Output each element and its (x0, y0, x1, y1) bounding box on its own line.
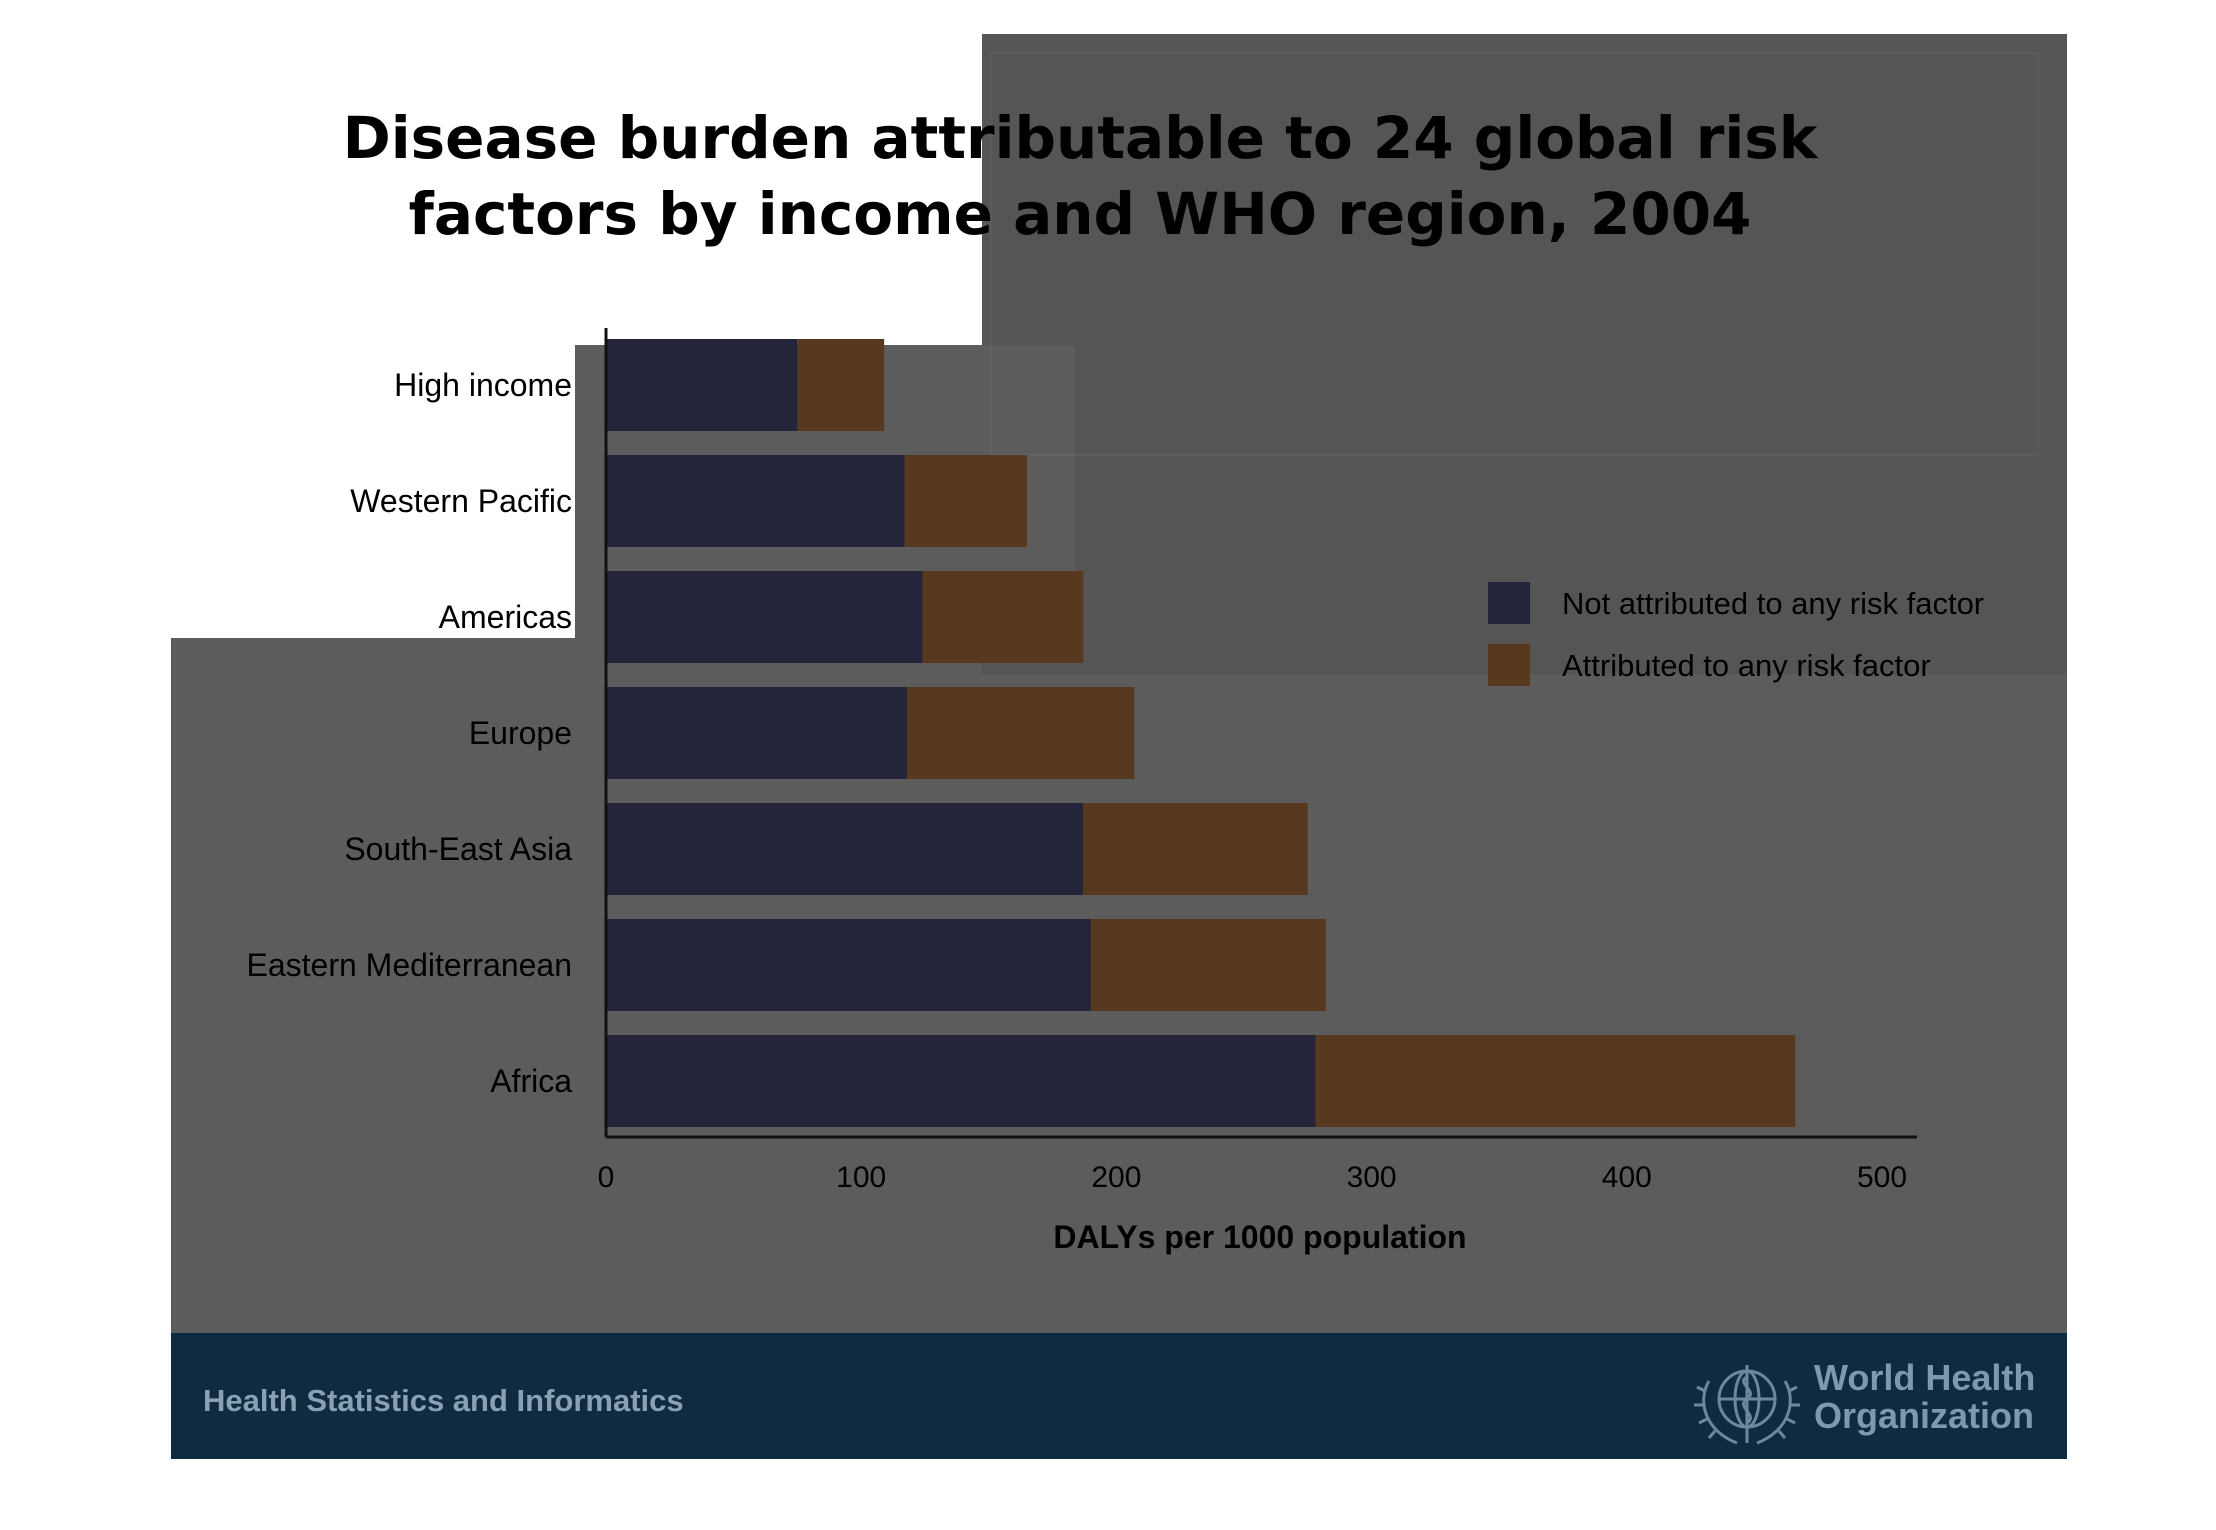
category-labels-group: High income Western Pacific Americas Europe… (246, 367, 572, 1099)
bar-attributed-eastern-mediterranean (1090, 919, 1326, 1011)
category-label: Europe (469, 715, 572, 751)
title-line-2: factors by income and WHO region, 2004 (408, 180, 1752, 248)
bar-attributed-high-income (797, 339, 885, 431)
bar-not-attributed-south-east-asia (606, 803, 1084, 895)
x-tick-label: 400 (1602, 1161, 1652, 1194)
bar-attributed-europe (907, 687, 1135, 779)
bar-attributed-americas (922, 571, 1084, 663)
legend-label-not-attributed: Not attributed to any risk factor (1562, 586, 1984, 621)
bar-not-attributed-africa (606, 1035, 1316, 1127)
x-tick-label: 500 (1857, 1161, 1907, 1194)
stacked-bar-chart: High income Western Pacific Americas Europe… (246, 328, 1984, 1255)
bar-not-attributed-high-income (606, 339, 798, 431)
category-label: Eastern Mediterranean (246, 947, 572, 983)
slide-title: Disease burden attributable to 24 global… (300, 100, 1860, 252)
bar-not-attributed-americas (606, 571, 923, 663)
organization-name-line-1: World Health (1814, 1357, 2036, 1398)
organization-name: World Health Organization (1814, 1359, 2035, 1435)
bar-attributed-south-east-asia (1083, 803, 1308, 895)
bars-group (606, 339, 1796, 1127)
slide-background-upper (982, 34, 2067, 674)
bar-not-attributed-eastern-mediterranean (606, 919, 1091, 1011)
x-tick-label: 300 (1347, 1161, 1397, 1194)
footer-bar: Health Statistics and Informatics World … (171, 1333, 2067, 1459)
category-label: South-East Asia (344, 831, 572, 867)
x-tick-label: 0 (598, 1161, 615, 1194)
legend: Not attributed to any risk factor Attrib… (1488, 582, 1984, 686)
bar-not-attributed-western-pacific (606, 455, 905, 547)
bar-not-attributed-europe (606, 687, 908, 779)
x-tick-label: 200 (1091, 1161, 1141, 1194)
x-axis-title: DALYs per 1000 population (1053, 1219, 1466, 1255)
axes-group: 0 100 200 300 400 500 (598, 328, 1917, 1194)
x-tick-label: 100 (836, 1161, 886, 1194)
legend-swatch-not-attributed (1488, 582, 1530, 624)
category-label: Americas (439, 599, 572, 635)
who-emblem-icon (1694, 1365, 1800, 1445)
organization-name-line-2: Organization (1814, 1395, 2035, 1436)
category-label: High income (394, 367, 572, 403)
legend-label-attributed: Attributed to any risk factor (1562, 648, 1931, 683)
legend-swatch-attributed (1488, 644, 1530, 686)
bar-attributed-africa (1315, 1035, 1796, 1127)
category-label: Africa (490, 1063, 572, 1099)
bar-attributed-western-pacific (904, 455, 1028, 547)
title-line-1: Disease burden attributable to 24 global… (342, 104, 1818, 172)
background-frame (990, 52, 2039, 456)
footer-text: Health Statistics and Informatics (203, 1383, 684, 1418)
category-label: Western Pacific (350, 483, 572, 519)
